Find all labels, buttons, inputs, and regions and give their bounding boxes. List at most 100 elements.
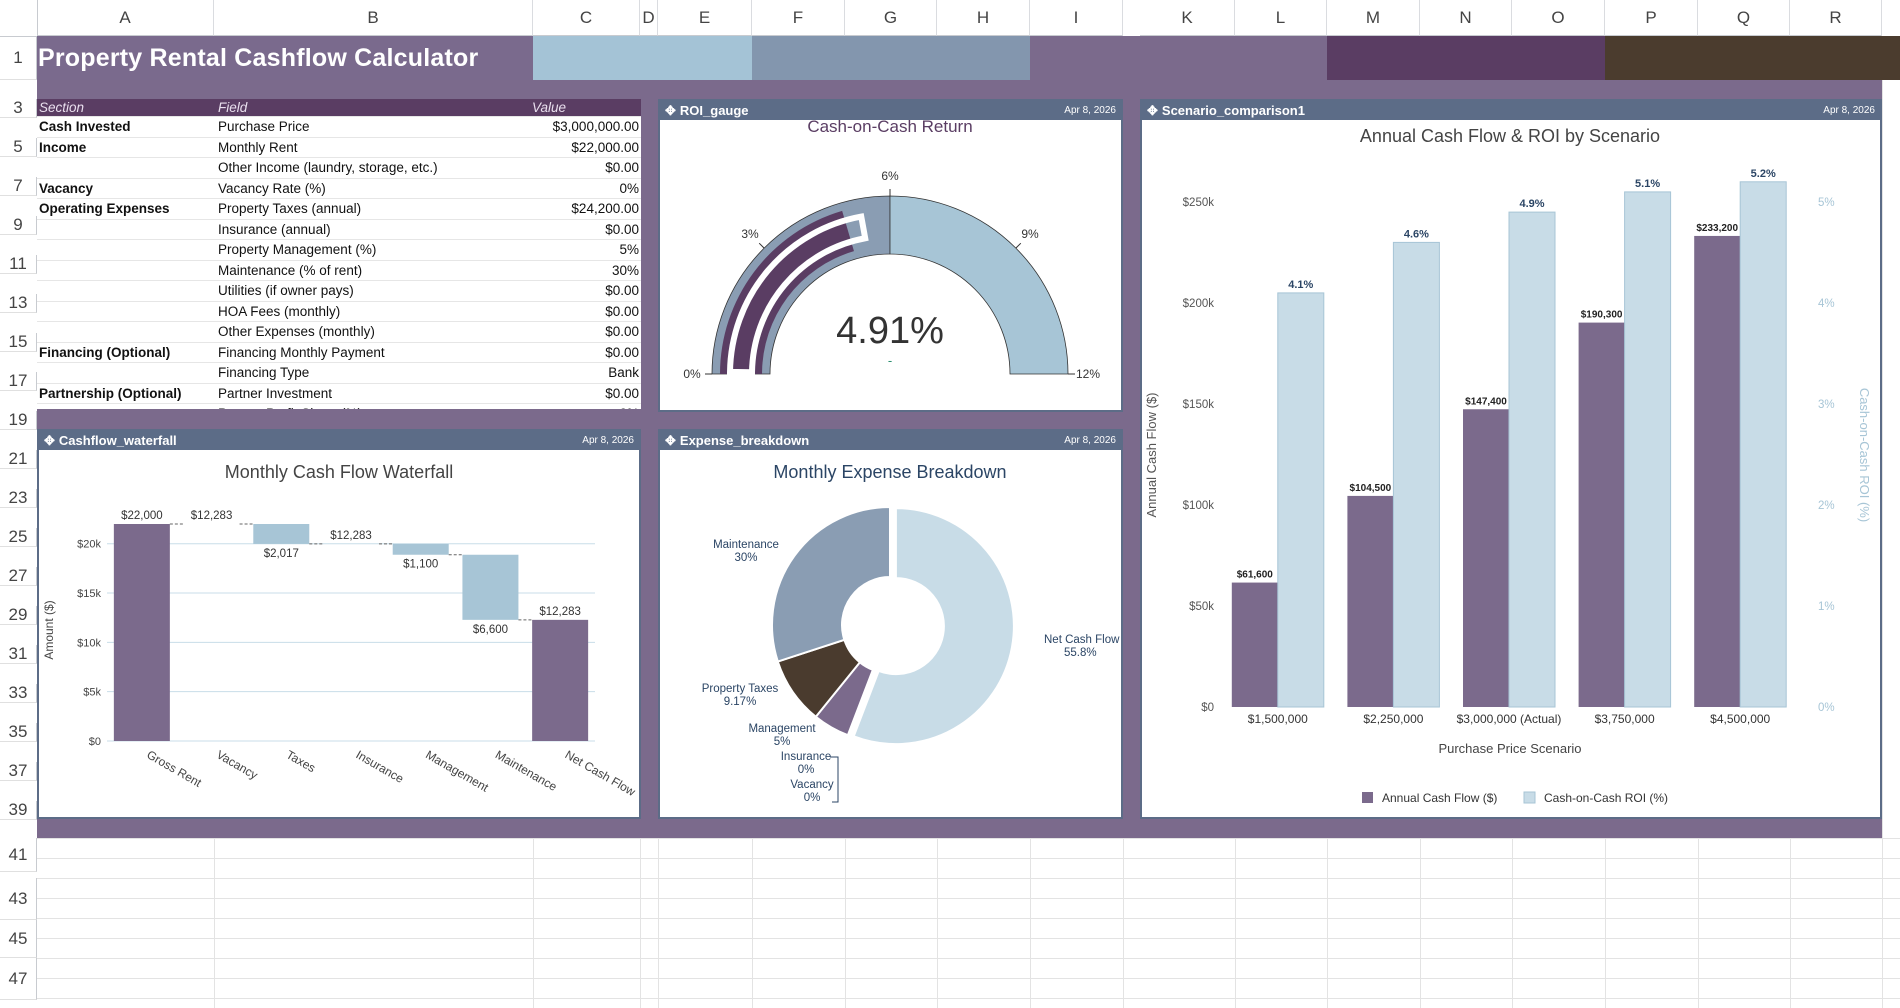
row-header[interactable]: 47 xyxy=(0,958,37,1000)
section-cell[interactable] xyxy=(37,280,216,302)
section-cell[interactable]: Income xyxy=(37,136,216,158)
row-header[interactable]: 35 xyxy=(0,722,37,742)
move-handle-icon[interactable]: ✥ xyxy=(1147,102,1158,118)
row-header[interactable]: 15 xyxy=(0,332,37,352)
field-cell[interactable]: Property Management (%) xyxy=(216,239,530,261)
column-header[interactable]: F xyxy=(752,0,845,36)
field-cell[interactable]: Property Taxes (annual) xyxy=(216,198,530,220)
section-cell[interactable]: Cash Invested xyxy=(37,116,216,138)
row-header[interactable]: 3 xyxy=(0,98,37,118)
section-cell[interactable] xyxy=(37,239,216,261)
value-cell[interactable]: Bank xyxy=(530,362,641,384)
value-cell[interactable]: 5% xyxy=(530,239,641,261)
column-header[interactable]: K xyxy=(1140,0,1235,36)
value-cell[interactable]: $0.00 xyxy=(530,219,641,240)
expense-breakdown-panel[interactable]: ✥ Expense_breakdown Apr 8, 2026 Monthly … xyxy=(658,429,1123,819)
scenario-comparison-panel[interactable]: ✥ Scenario_comparison1 Apr 8, 2026 Annua… xyxy=(1140,99,1882,819)
column-header[interactable]: L xyxy=(1235,0,1327,36)
field-cell[interactable]: Insurance (annual) xyxy=(216,219,530,240)
section-cell[interactable] xyxy=(37,260,216,281)
row-header[interactable]: 29 xyxy=(0,605,37,625)
row-header[interactable]: 1 xyxy=(0,36,37,80)
move-handle-icon[interactable]: ✥ xyxy=(665,432,676,448)
row-header[interactable]: 27 xyxy=(0,566,37,586)
section-cell[interactable]: Financing (Optional) xyxy=(37,341,216,363)
column-header[interactable]: G xyxy=(845,0,937,36)
value-cell[interactable]: $0.00 xyxy=(530,157,641,179)
row-header[interactable]: 19 xyxy=(0,410,37,430)
row-header[interactable]: 31 xyxy=(0,644,37,664)
column-header[interactable]: B xyxy=(214,0,533,36)
scenario-xtick: $1,500,000 xyxy=(1248,712,1308,726)
column-header[interactable]: O xyxy=(1512,0,1605,36)
row-header[interactable]: 13 xyxy=(0,293,37,313)
row-header[interactable]: 9 xyxy=(0,215,37,235)
waterfall-ytick: $5k xyxy=(83,687,101,699)
column-header[interactable]: R xyxy=(1790,0,1882,36)
title-band-5 xyxy=(1327,36,1605,80)
field-cell[interactable]: Partner Investment xyxy=(216,382,530,404)
column-header[interactable]: I xyxy=(1030,0,1123,36)
column-header[interactable]: H xyxy=(937,0,1030,36)
row-header[interactable]: 5 xyxy=(0,137,37,157)
value-cell[interactable]: 30% xyxy=(530,260,641,281)
select-all-corner[interactable] xyxy=(0,0,38,37)
column-header[interactable]: D xyxy=(640,0,658,36)
section-cell[interactable] xyxy=(37,321,216,343)
row-header[interactable]: 7 xyxy=(0,176,37,196)
column-header[interactable]: P xyxy=(1605,0,1698,36)
section-cell[interactable]: Partnership (Optional) xyxy=(37,382,216,404)
roi-gauge-panel[interactable]: ✥ ROI_gauge Apr 8, 2026 Cash-on-Cash Ret… xyxy=(658,99,1123,412)
gridline xyxy=(37,898,1900,899)
field-cell[interactable]: Other Income (laundry, storage, etc.) xyxy=(216,157,530,179)
row-header[interactable]: 17 xyxy=(0,371,37,391)
row-header[interactable]: 21 xyxy=(0,449,37,469)
field-cell[interactable]: Utilities (if owner pays) xyxy=(216,280,530,302)
field-cell[interactable]: Maintenance (% of rent) xyxy=(216,260,530,281)
column-header[interactable]: N xyxy=(1420,0,1512,36)
row-header[interactable]: 23 xyxy=(0,488,37,508)
section-cell[interactable]: Operating Expenses xyxy=(37,198,216,220)
value-cell[interactable]: $0.00 xyxy=(530,280,641,302)
row-header[interactable]: 25 xyxy=(0,527,37,547)
row-header[interactable]: 45 xyxy=(0,920,37,958)
value-cell[interactable]: 0% xyxy=(530,177,641,199)
field-cell[interactable]: Purchase Price xyxy=(216,116,530,138)
value-cell[interactable]: $22,000.00 xyxy=(530,136,641,158)
scenario-xtick: $3,000,000 (Actual) xyxy=(1457,712,1562,726)
column-header[interactable]: Q xyxy=(1698,0,1790,36)
field-cell[interactable]: Other Expenses (monthly) xyxy=(216,321,530,343)
column-header[interactable]: A xyxy=(37,0,214,36)
row-header[interactable]: 11 xyxy=(0,254,37,274)
column-header[interactable]: C xyxy=(533,0,640,36)
row-header[interactable]: 43 xyxy=(0,878,37,920)
value-cell[interactable]: $3,000,000.00 xyxy=(530,116,641,138)
field-cell[interactable]: HOA Fees (monthly) xyxy=(216,301,530,322)
page-title[interactable]: Property Rental Cashflow Calculator xyxy=(38,44,479,72)
section-cell[interactable]: Vacancy xyxy=(37,177,216,199)
value-cell[interactable]: $0.00 xyxy=(530,301,641,322)
field-cell[interactable]: Financing Monthly Payment xyxy=(216,341,530,363)
value-cell[interactable]: $0.00 xyxy=(530,382,641,404)
row-header[interactable]: 33 xyxy=(0,683,37,703)
row-header[interactable]: 41 xyxy=(0,838,37,872)
section-cell[interactable] xyxy=(37,157,216,179)
value-cell[interactable]: $24,200.00 xyxy=(530,198,641,220)
value-cell[interactable]: $0.00 xyxy=(530,321,641,343)
move-handle-icon[interactable]: ✥ xyxy=(665,102,676,118)
section-cell[interactable] xyxy=(37,301,216,322)
field-cell[interactable]: Financing Type xyxy=(216,362,530,384)
column-header[interactable]: M xyxy=(1327,0,1420,36)
field-cell[interactable]: Vacancy Rate (%) xyxy=(216,177,530,199)
row-header[interactable]: 37 xyxy=(0,761,37,781)
move-handle-icon[interactable]: ✥ xyxy=(44,432,55,448)
cashflow-waterfall-panel[interactable]: ✥ Cashflow_waterfall Apr 8, 2026 Monthly… xyxy=(37,429,641,819)
column-header[interactable]: E xyxy=(658,0,752,36)
row-header[interactable]: 39 xyxy=(0,800,37,820)
value-cell[interactable]: $0.00 xyxy=(530,341,641,363)
field-cell[interactable]: Monthly Rent xyxy=(216,136,530,158)
section-cell[interactable] xyxy=(37,219,216,240)
waterfall-xtick: Vacancy xyxy=(214,747,260,782)
section-cell[interactable] xyxy=(37,362,216,384)
waterfall-title: Monthly Cash Flow Waterfall xyxy=(225,462,453,482)
